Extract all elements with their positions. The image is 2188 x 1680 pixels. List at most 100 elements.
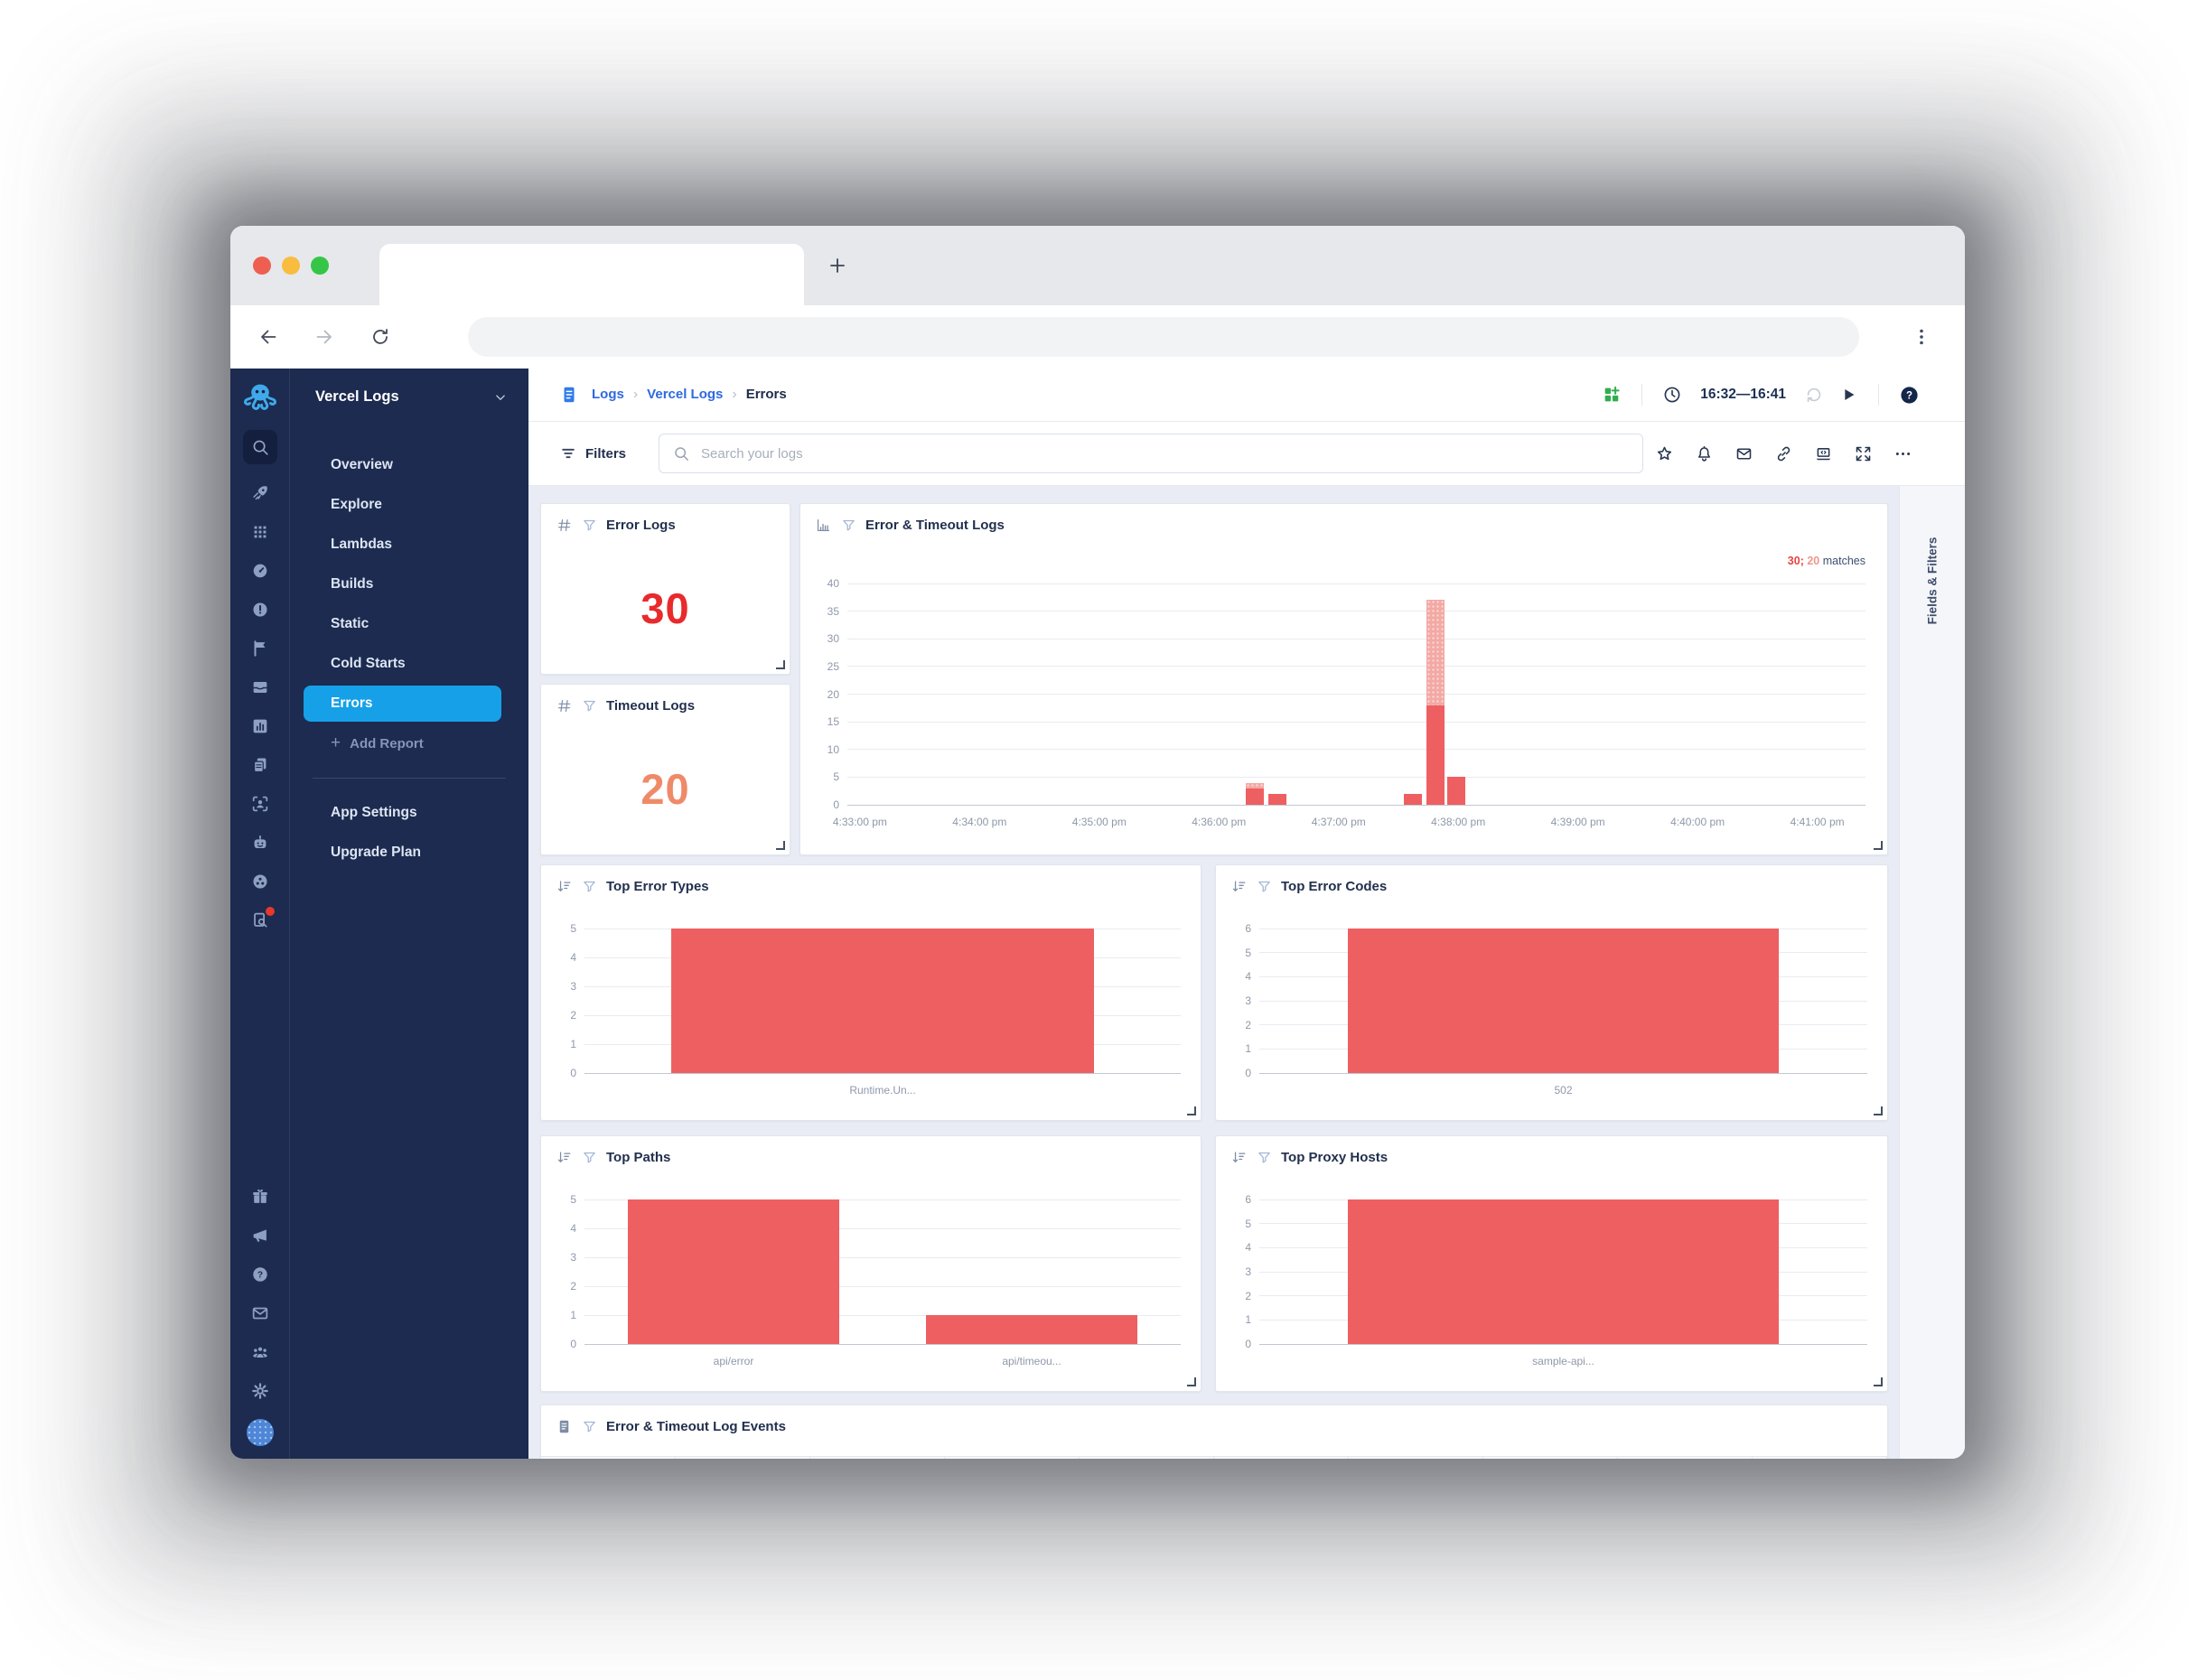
- close-window-button[interactable]: [253, 257, 271, 275]
- search-input[interactable]: [699, 444, 1631, 462]
- wheel-icon[interactable]: [250, 872, 270, 891]
- expand-icon[interactable]: [1854, 444, 1873, 463]
- gridline: [584, 1285, 1181, 1287]
- bar-api-error[interactable]: [627, 1199, 840, 1344]
- help-icon[interactable]: ?: [250, 1265, 270, 1284]
- workspace-switcher[interactable]: Vercel Logs: [290, 381, 528, 413]
- refresh-icon[interactable]: [1804, 385, 1824, 405]
- funnel-icon[interactable]: [582, 879, 597, 894]
- events-column: [1214, 1457, 1349, 1459]
- bar-runtime-un-[interactable]: [670, 929, 1095, 1073]
- link-icon[interactable]: [1774, 444, 1793, 463]
- bar-segment-timeouts[interactable]: [1426, 600, 1445, 705]
- sidebar-item-explore[interactable]: Explore: [331, 497, 382, 512]
- sidebar-item-static[interactable]: Static: [331, 616, 369, 631]
- axiom-octopus-logo[interactable]: [241, 379, 279, 417]
- bar-segment-errors[interactable]: [1268, 793, 1287, 805]
- sidebar-item-upgrade-plan[interactable]: Upgrade Plan: [331, 845, 421, 860]
- breadcrumb-vercel-logs[interactable]: Vercel Logs: [647, 387, 724, 402]
- sidebar-item-errors[interactable]: Errors: [304, 686, 501, 722]
- funnel-icon[interactable]: [582, 1150, 597, 1165]
- log-search-field[interactable]: [659, 434, 1644, 473]
- events-column: [676, 1457, 810, 1459]
- add-dashboard-icon[interactable]: [1602, 385, 1622, 405]
- reload-icon[interactable]: [369, 326, 391, 348]
- rocket-icon[interactable]: [250, 483, 270, 503]
- laptop-code-icon[interactable]: [1814, 444, 1833, 463]
- gauge-icon[interactable]: [250, 561, 270, 581]
- bar-api-timeou-[interactable]: [925, 1315, 1138, 1344]
- resize-handle[interactable]: [1187, 1106, 1196, 1115]
- avatar[interactable]: [246, 1419, 274, 1446]
- time-range[interactable]: 16:32—16:41: [1700, 387, 1786, 402]
- resize-handle[interactable]: [776, 660, 785, 669]
- add-report-button[interactable]: + Add Report: [331, 733, 424, 752]
- y-axis-tick: 2: [1245, 1289, 1251, 1302]
- sidebar-item-app-settings[interactable]: App Settings: [331, 805, 417, 820]
- global-search-button[interactable]: [242, 430, 277, 464]
- alert-icon[interactable]: [250, 600, 270, 620]
- panel-log-events: Error & Timeout Log Events: [540, 1405, 1888, 1459]
- envelope-icon[interactable]: [1735, 444, 1753, 463]
- funnel-icon[interactable]: [582, 698, 597, 714]
- star-icon[interactable]: [1655, 444, 1674, 463]
- bar-502[interactable]: [1347, 929, 1780, 1073]
- sidebar-item-lambdas[interactable]: Lambdas: [331, 537, 393, 552]
- resize-handle[interactable]: [1874, 1377, 1883, 1386]
- bar-sample-api-[interactable]: [1347, 1199, 1780, 1344]
- resize-handle[interactable]: [776, 841, 785, 850]
- bot-icon[interactable]: [250, 833, 270, 853]
- more-options-icon[interactable]: [1893, 444, 1912, 463]
- team-icon[interactable]: [250, 1342, 270, 1362]
- bar-segment-errors[interactable]: [1403, 793, 1422, 805]
- bell-icon[interactable]: [1695, 444, 1714, 463]
- mail-icon[interactable]: [250, 1303, 270, 1323]
- funnel-icon[interactable]: [582, 518, 597, 533]
- funnel-icon[interactable]: [1257, 879, 1272, 894]
- user-scan-icon[interactable]: [250, 794, 270, 814]
- new-tab-icon[interactable]: [827, 255, 848, 276]
- help-icon[interactable]: ?: [1899, 385, 1920, 406]
- back-icon[interactable]: [257, 326, 279, 348]
- forward-icon[interactable]: [313, 326, 335, 348]
- gift-icon[interactable]: [250, 1187, 270, 1207]
- panel-title: Top Error Types: [606, 879, 709, 894]
- megaphone-icon[interactable]: [250, 1226, 270, 1246]
- dashboard-content: Error Logs 30 Timeout Logs 20: [528, 486, 1965, 1459]
- bar-segment-errors[interactable]: [1246, 788, 1264, 805]
- resize-handle[interactable]: [1874, 841, 1883, 850]
- y-axis-tick: 30: [827, 632, 839, 646]
- bar-chart-icon[interactable]: [250, 716, 270, 736]
- play-icon[interactable]: [1838, 385, 1858, 405]
- sidebar-item-overview[interactable]: Overview: [331, 457, 393, 472]
- gear-icon[interactable]: [250, 1381, 270, 1401]
- browser-menu-icon[interactable]: [1911, 326, 1932, 348]
- flag-icon[interactable]: [250, 639, 270, 658]
- x-axis-tick: sample-api...: [1532, 1355, 1594, 1367]
- funnel-icon[interactable]: [1257, 1150, 1272, 1165]
- documents-icon[interactable]: [250, 755, 270, 775]
- funnel-icon[interactable]: [841, 518, 856, 533]
- browser-tab[interactable]: [379, 244, 804, 307]
- minimize-window-button[interactable]: [282, 257, 300, 275]
- bar-segment-timeouts[interactable]: [1246, 782, 1264, 789]
- bar-segment-errors[interactable]: [1446, 777, 1465, 805]
- sidebar-item-cold-starts[interactable]: Cold Starts: [331, 656, 406, 671]
- y-axis-tick: 4: [570, 1222, 576, 1235]
- resize-handle[interactable]: [1874, 1106, 1883, 1115]
- sidebar-item-builds[interactable]: Builds: [331, 576, 374, 592]
- gridline: [847, 694, 1865, 695]
- apps-grid-icon[interactable]: [250, 522, 270, 542]
- gridline: [1259, 1072, 1867, 1074]
- bar-segment-errors[interactable]: [1426, 705, 1445, 805]
- inbox-icon[interactable]: [250, 677, 270, 697]
- fields-filters-rail[interactable]: Fields & Filters: [1899, 486, 1965, 1459]
- browser-window: ? Vercel Logs Overview Explore Lambdas Buil…: [230, 226, 1965, 1459]
- resize-handle[interactable]: [1187, 1377, 1196, 1386]
- funnel-icon[interactable]: [582, 1419, 597, 1434]
- url-bar[interactable]: [468, 317, 1859, 357]
- filters-button[interactable]: Filters: [559, 444, 626, 462]
- breadcrumb-logs[interactable]: Logs: [592, 387, 624, 402]
- doc-search-icon[interactable]: [250, 907, 275, 930]
- zoom-window-button[interactable]: [311, 257, 329, 275]
